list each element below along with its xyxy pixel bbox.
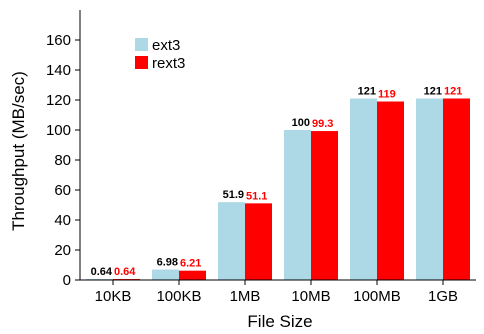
data-label-ext3-10MB: 100	[292, 117, 310, 129]
bar-rext3-100KB	[179, 270, 206, 280]
bar-rext3-10MB	[311, 131, 338, 280]
x-ticks-group: 10KB 100KB 1MB 10MB 100MB 1GB	[95, 280, 458, 305]
x-tick-label: 100MB	[353, 288, 401, 305]
legend-label-ext3: ext3	[152, 37, 180, 54]
bar-ext3-1GB	[416, 98, 443, 280]
legend-swatch-ext3	[135, 38, 148, 51]
bar-ext3-100MB	[350, 98, 377, 280]
data-label-rext3-1MB: 51.1	[246, 190, 267, 202]
legend: ext3 rext3	[135, 37, 185, 72]
data-label-ext3-1GB: 121	[424, 86, 442, 98]
y-ticks-group: 0 20 40 60 80 100 120 140 160	[46, 32, 80, 289]
data-label-ext3-10KB: 0.64	[91, 266, 113, 278]
data-label-rext3-1GB: 121	[444, 86, 462, 98]
y-tick-label: 20	[54, 242, 71, 259]
y-tick-label: 80	[54, 152, 71, 169]
y-tick-label: 40	[54, 212, 71, 229]
legend-swatch-rext3	[135, 56, 148, 69]
x-tick-label: 100KB	[156, 288, 201, 305]
x-tick-label: 1GB	[428, 288, 458, 305]
data-label-rext3-100KB: 6.21	[180, 258, 201, 270]
bar-ext3-10MB	[284, 130, 311, 280]
y-tick-label: 140	[46, 62, 71, 79]
x-tick-label: 10KB	[95, 288, 132, 305]
data-label-rext3-10MB: 99.3	[312, 118, 333, 130]
legend-label-rext3: rext3	[152, 55, 185, 72]
bar-rext3-1MB	[245, 203, 272, 280]
y-tick-label: 100	[46, 122, 71, 139]
data-label-ext3-100MB: 121	[358, 86, 376, 98]
y-tick-label: 0	[63, 272, 71, 289]
data-label-rext3-10KB: 0.64	[114, 266, 136, 278]
bar-rext3-1GB	[443, 98, 470, 280]
x-axis-title: File Size	[247, 312, 312, 331]
bar-ext3-1MB	[218, 202, 245, 280]
data-label-rext3-100MB: 119	[378, 89, 396, 101]
y-axis-title: Throughput (MB/sec)	[9, 71, 28, 231]
y-tick-label: 60	[54, 182, 71, 199]
data-label-ext3-100KB: 6.98	[157, 257, 178, 269]
data-label-ext3-1MB: 51.9	[223, 189, 244, 201]
bar-rext3-100MB	[377, 101, 404, 280]
bars-group	[86, 98, 470, 280]
bar-ext3-100KB	[152, 269, 179, 280]
x-tick-label: 1MB	[230, 288, 261, 305]
y-tick-label: 160	[46, 32, 71, 49]
axes-group	[79, 10, 476, 281]
y-tick-label: 120	[46, 92, 71, 109]
x-tick-label: 10MB	[291, 288, 330, 305]
